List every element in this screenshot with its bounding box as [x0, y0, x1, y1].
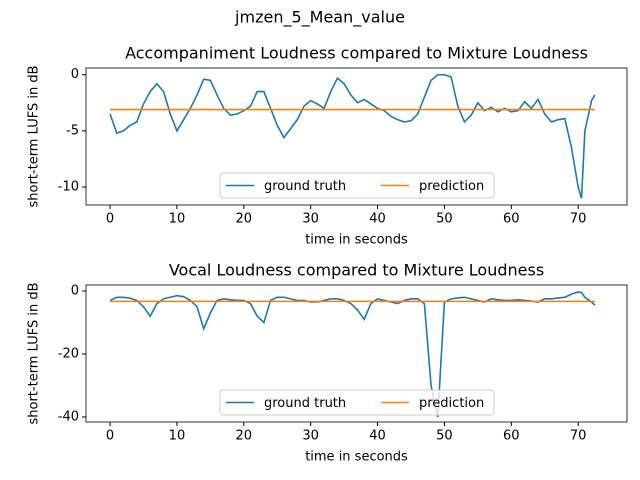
y-tick-label: 0 [71, 283, 79, 298]
x-tick-label: 30 [302, 429, 319, 444]
figure-title: jmzen_5_Mean_value [234, 8, 405, 28]
legend-label: prediction [419, 179, 484, 194]
series-line [109, 73, 596, 199]
legend-box [219, 389, 495, 416]
x-tick-label: 0 [106, 212, 114, 227]
y-tick-label: 0 [71, 67, 79, 82]
x-tick-label: 60 [503, 212, 520, 227]
x-axis-label: time in seconds [305, 450, 408, 465]
x-tick-label: 20 [236, 212, 253, 227]
x-tick-label: 10 [169, 429, 186, 444]
axes-title: Accompaniment Loudness compared to Mixtu… [125, 44, 588, 63]
y-axis-label: short-term LUFS in dB [27, 282, 42, 424]
legend-label: ground truth [264, 179, 346, 194]
x-tick-label: 60 [503, 429, 520, 444]
axes-frame [85, 67, 628, 206]
x-axis-label: time in seconds [305, 233, 408, 248]
y-tick-label: -20 [58, 346, 79, 361]
x-tick-label: 40 [369, 212, 386, 227]
y-axis-label: short-term LUFS in dB [27, 65, 42, 207]
axes-frame [85, 284, 628, 423]
legend-label: ground truth [264, 396, 346, 411]
x-tick-label: 70 [570, 212, 587, 227]
x-tick-label: 50 [436, 212, 453, 227]
x-tick-label: 10 [169, 212, 186, 227]
y-tick-label: -10 [58, 180, 79, 195]
legend-box [219, 172, 495, 199]
x-tick-label: 50 [436, 429, 453, 444]
legend-label: prediction [419, 396, 484, 411]
y-tick-label: -5 [66, 123, 79, 138]
x-tick-label: 20 [236, 429, 253, 444]
x-tick-label: 30 [302, 212, 319, 227]
x-tick-label: 0 [106, 429, 114, 444]
series-line [109, 291, 596, 418]
y-tick-label: -40 [58, 409, 79, 424]
x-tick-label: 70 [570, 429, 587, 444]
axes-title: Vocal Loudness compared to Mixture Loudn… [169, 261, 544, 280]
x-tick-label: 40 [369, 429, 386, 444]
